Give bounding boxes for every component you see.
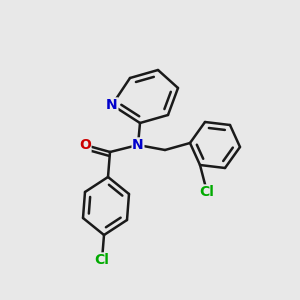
Text: N: N bbox=[132, 138, 144, 152]
Text: Cl: Cl bbox=[200, 185, 214, 199]
Text: Cl: Cl bbox=[94, 253, 110, 267]
Text: O: O bbox=[79, 138, 91, 152]
Text: N: N bbox=[106, 98, 118, 112]
